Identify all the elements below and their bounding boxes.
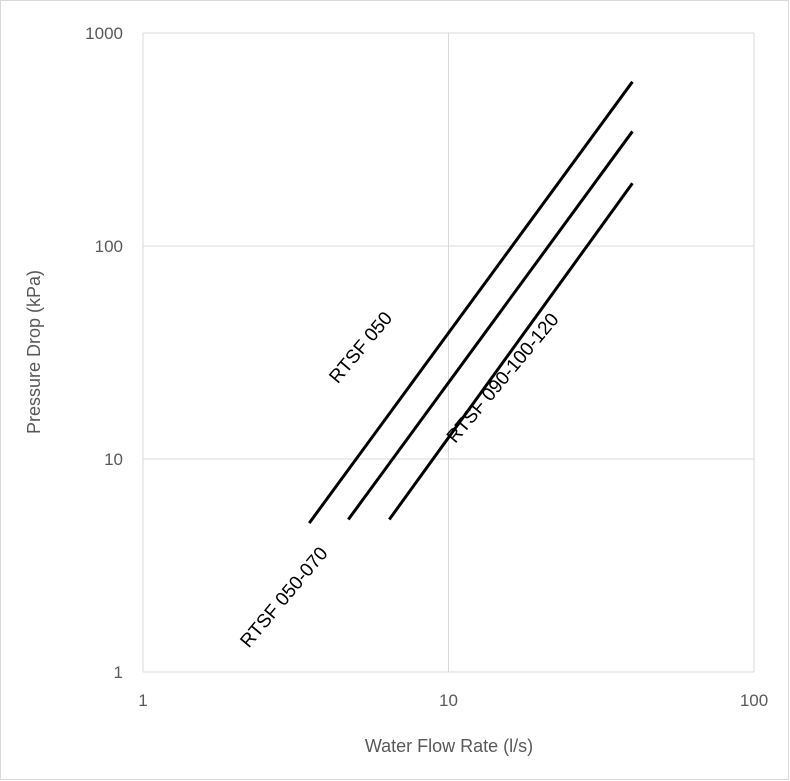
series-line-rtsf-050 [308,80,634,525]
y-tick-label: 1 [114,663,123,682]
series-labels: RTSF 050 RTSF 050-070 RTSF 090-100-120 [237,308,564,652]
series-line-rtsf-050-070 [347,130,634,521]
series-layer [308,80,634,525]
series-label-rtsf-050-070: RTSF 050-070 [237,543,333,652]
x-tick-label: 1 [138,691,147,710]
series-label-rtsf-090-100-120: RTSF 090-100-120 [443,309,563,447]
y-tick-label: 100 [95,237,123,256]
x-axis-title: Water Flow Rate (l/s) [365,736,533,756]
series-label-rtsf-050: RTSF 050 [326,308,398,388]
tick-labels: 1 10 100 1 10 100 1000 [85,24,768,710]
grid [142,32,755,673]
x-tick-label: 10 [439,691,458,710]
y-axis-title: Pressure Drop (kPa) [24,270,44,434]
y-tick-label: 10 [104,450,123,469]
series-line-rtsf-090-100-120 [388,182,634,521]
y-tick-label: 1000 [85,24,123,43]
x-tick-label: 100 [740,691,768,710]
